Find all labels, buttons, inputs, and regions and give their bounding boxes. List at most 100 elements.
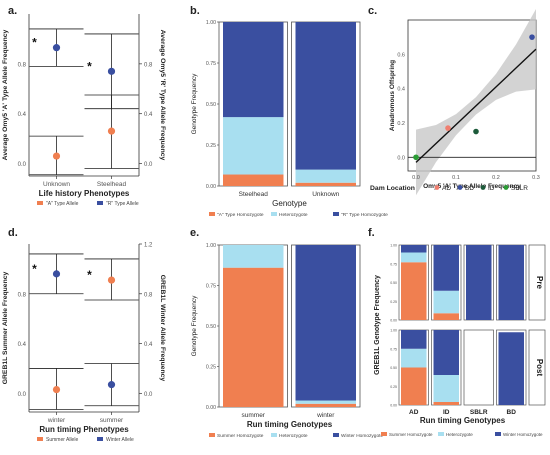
c-legend-marker: [503, 185, 509, 190]
b-ytick-label: 0.25: [206, 143, 216, 149]
d-xtick-label: summer: [100, 417, 124, 424]
b-bar-segment: [223, 22, 284, 118]
a-significance-star: *: [87, 59, 92, 73]
f-ytick-label: 0.25: [390, 385, 397, 389]
c-point: [529, 34, 535, 40]
f-ytick-label: 0.75: [390, 262, 397, 266]
e-xlabel: Run timing Genotypes: [247, 420, 333, 429]
f-xtick-label: BD: [507, 409, 517, 416]
d-ytick-left: 0.4: [18, 342, 27, 348]
d-point: [107, 276, 116, 284]
f-legend-swatch: [381, 432, 387, 436]
a-ytick-right: 0.4: [144, 112, 153, 118]
e-legend-label: Summer Homozygote: [217, 433, 264, 439]
d-legend-label: Winter Allele: [106, 437, 134, 443]
c-xtick-label: 0.0: [412, 175, 420, 181]
b-ylabel: Genotype Frequency: [191, 73, 198, 134]
c-trend-line: [415, 48, 537, 163]
a-ylabel-right: Average Omy5 'R' Type Allele Frequency: [159, 30, 166, 161]
f-bar-segment: [401, 348, 427, 368]
e-legend-label: Winter Homozygote: [341, 433, 383, 439]
d-significance-star: *: [87, 268, 92, 282]
e-legend-swatch: [209, 433, 215, 437]
e-xtick-label: summer: [242, 412, 266, 419]
d-legend-swatch: [37, 437, 43, 441]
f-ytick-label: 0.50: [390, 281, 397, 285]
d-ytick-right: 0.4: [144, 342, 153, 348]
f-xlabel: Run timing Genotypes: [420, 416, 506, 425]
c-ytick-label: 0.0: [397, 155, 405, 161]
panel-label-b: b.: [190, 5, 200, 17]
a-legend-label: "R" Type Allele: [106, 201, 139, 207]
a-point: [52, 152, 61, 160]
f-xtick-label: SBLR: [470, 409, 488, 416]
b-ytick-label: 0.50: [206, 102, 216, 108]
f-facet-strip: [528, 329, 546, 406]
f-facet-strip: [528, 244, 546, 321]
e-ytick-label: 0.75: [206, 284, 216, 290]
f-bar-segment: [433, 402, 459, 405]
a-point: [107, 67, 116, 75]
d-legend-swatch: [97, 437, 103, 441]
d-xlabel: Run timing Phenotypes: [39, 425, 129, 434]
panel-label-a: a.: [8, 5, 17, 17]
e-bar-segment: [295, 400, 356, 404]
a-legend-swatch: [37, 201, 43, 205]
b-bar-segment: [223, 174, 284, 186]
a-legend-swatch: [97, 201, 103, 205]
f-ytick-label: 0.00: [390, 319, 397, 323]
panel-label-f: f.: [368, 227, 375, 239]
d-ytick-left: 0.8: [18, 292, 27, 298]
f-facet: [463, 329, 494, 406]
d-point: [52, 270, 61, 278]
b-xlabel: Genotype: [272, 199, 307, 208]
b-legend-swatch: [333, 212, 339, 216]
b-legend-label: Heterozygote: [279, 212, 308, 218]
panel-label-c: c.: [368, 5, 377, 17]
a-ytick-left: 0.8: [18, 62, 27, 68]
c-legend-marker: [480, 185, 486, 190]
a-point: [107, 127, 116, 135]
d-legend-label: Summer Allele: [46, 437, 78, 443]
d-significance-star: *: [32, 262, 37, 276]
f-bar-segment: [498, 332, 524, 405]
c-legend-marker: [457, 185, 463, 190]
f-ytick-label: 0.50: [390, 366, 397, 370]
e-bar-segment: [295, 403, 356, 407]
c-point: [413, 154, 419, 161]
c-legend-label: SBLR: [511, 185, 528, 192]
c-ytick-label: 0.4: [397, 87, 405, 93]
f-legend-label: Summer Homozygote: [389, 432, 433, 437]
f-ytick-label: 1.00: [390, 329, 397, 333]
c-xlabel: Omy5 'A' Type Allele Frequency: [423, 183, 521, 190]
f-bar-segment: [401, 252, 427, 263]
d-ytick-left: 0.0: [18, 392, 27, 398]
f-ytick-label: 0.25: [390, 300, 397, 304]
e-bar-segment: [223, 245, 284, 268]
f-bar-segment: [401, 367, 427, 405]
b-legend-label: "A" Type Homozygote: [217, 212, 264, 218]
a-ytick-left: 0.0: [18, 162, 27, 168]
f-bar-segment: [498, 245, 524, 320]
e-bar-segment: [223, 267, 284, 407]
d-ytick-right: 1.2: [144, 243, 153, 249]
a-legend-label: "A" Type Allele: [46, 201, 79, 207]
b-ytick-label: 1.00: [206, 20, 216, 26]
f-ytick-label: 0.00: [390, 404, 397, 408]
f-bar-segment: [433, 375, 459, 402]
b-bar-segment: [295, 22, 356, 170]
c-legend-marker: [434, 185, 440, 190]
f-bar-segment: [401, 330, 427, 349]
c-legend-title: Dam Location: [370, 185, 415, 192]
b-legend-swatch: [209, 212, 215, 216]
e-legend-swatch: [271, 433, 277, 437]
f-xtick-label: ID: [443, 409, 450, 416]
f-bar-segment: [401, 262, 427, 320]
a-point: [52, 44, 61, 52]
f-ytick-label: 0.75: [390, 347, 397, 351]
b-legend-swatch: [271, 212, 277, 216]
a-ytick-right: 0.8: [144, 62, 153, 68]
e-ylabel: Genotype Frequency: [191, 295, 198, 356]
d-point: [107, 381, 116, 389]
